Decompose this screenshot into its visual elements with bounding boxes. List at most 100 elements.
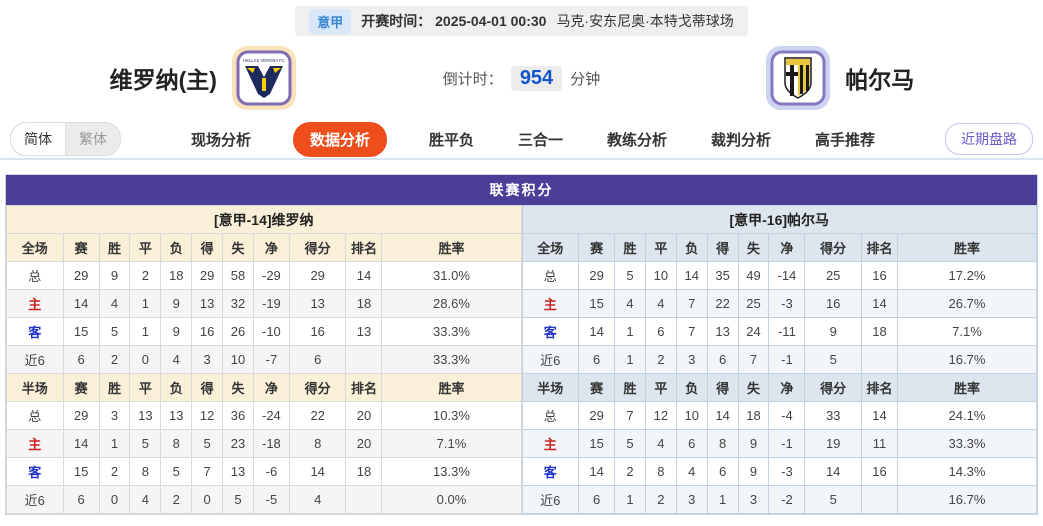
stat-cell: -4 <box>768 401 806 430</box>
stat-cell: 6 <box>644 317 677 346</box>
svg-text:HELLAS VERONA FC: HELLAS VERONA FC <box>243 58 284 63</box>
stat-cell: 29 <box>288 261 347 290</box>
stat-cell: 4 <box>675 457 708 486</box>
home-half-column-header-row: 半场赛胜平负得失净得分 排名 胜率 <box>6 373 522 402</box>
col-header-3: 负 <box>675 373 708 402</box>
stat-cell: -2 <box>768 485 806 514</box>
stat-cell: 36 <box>222 401 254 430</box>
stat-cell: 13 <box>345 317 383 346</box>
row-label-total: 总 <box>6 401 64 430</box>
stat-cell: 14 <box>860 289 898 318</box>
stat-cell: 4 <box>98 289 131 318</box>
stat-cell: 8 <box>288 429 347 458</box>
col-header-8: 排名 <box>345 373 383 402</box>
nav-tab-5[interactable]: 裁判分析 <box>711 131 772 149</box>
col-header-5: 失 <box>737 233 770 262</box>
home-half-row-away: 客 15 2 8 5 7 13 -6 14 18 13.3% <box>6 457 522 486</box>
stat-cell: 13 <box>222 457 254 486</box>
away-full-row-away: 客 14 1 6 7 13 24 -11 9 18 7.1% <box>521 317 1038 346</box>
stat-cell: 17.2% <box>896 261 1038 290</box>
stat-cell: 9 <box>737 429 770 458</box>
stat-cell: 25 <box>804 261 862 290</box>
row-label-home: 主 <box>6 289 64 318</box>
row-label-away: 客 <box>6 317 64 346</box>
stat-cell: -6 <box>252 457 290 486</box>
nav-tab-4[interactable]: 教练分析 <box>607 131 668 149</box>
away-half-column-header-row: 半场赛胜平负得失净得分 排名 胜率 <box>521 373 1038 402</box>
stat-cell: 4 <box>644 289 677 318</box>
stat-cell: 13 <box>160 401 193 430</box>
away-stats-table: [意甲-16]帕尔马 全场赛胜平负得失净得分 排名 胜率总 29 5 10 14 35 49 -14… <box>521 205 1038 514</box>
away-stats-half: [意甲-16]帕尔马 全场赛胜平负得失净得分 排名 胜率总 29 5 10 14 35 49 -14… <box>521 205 1038 514</box>
away-full-row-home: 主 15 4 4 7 22 25 -3 16 14 26.7% <box>521 289 1038 318</box>
col-header-7: 得分 <box>288 233 347 262</box>
stat-cell: 5 <box>614 261 646 290</box>
stat-cell: 6 <box>675 429 708 458</box>
stat-cell: 29 <box>62 261 100 290</box>
nav-tab-2[interactable]: 胜平负 <box>428 131 474 149</box>
col-header-section: 半场 <box>521 373 580 402</box>
nav-bar: 简体 繁体 现场分析 数据分析 胜平负 三合一 教练分析 裁判分析 高手推荐 近期盘路 <box>0 120 1043 160</box>
stat-cell: 8 <box>160 429 193 458</box>
stat-cell: 5 <box>129 429 162 458</box>
col-header-9: 胜率 <box>896 373 1038 402</box>
row-label-away: 客 <box>521 317 580 346</box>
stat-cell: -11 <box>768 317 806 346</box>
stat-cell: -14 <box>768 261 806 290</box>
home-team-header: [意甲-14]维罗纳 <box>6 205 522 234</box>
stat-cell: 2 <box>98 457 131 486</box>
stat-cell <box>345 485 383 514</box>
stat-cell: -24 <box>252 401 290 430</box>
stat-cell: 20 <box>345 429 383 458</box>
home-half-row-home: 主 14 1 5 8 5 23 -18 8 20 7.1% <box>6 429 522 458</box>
stat-cell: 15 <box>62 317 100 346</box>
stat-cell: 32 <box>222 289 254 318</box>
nav-tab-3[interactable]: 三合一 <box>517 131 563 149</box>
col-header-5: 失 <box>222 373 254 402</box>
stat-cell: 2 <box>644 485 677 514</box>
stat-cell: 1 <box>614 317 646 346</box>
stat-cell: 15 <box>578 289 616 318</box>
stat-cell: 12 <box>191 401 224 430</box>
col-header-3: 负 <box>160 373 193 402</box>
nav-tab-0[interactable]: 现场分析 <box>190 131 251 149</box>
countdown: 倒计时： 954 分钟 <box>407 65 637 91</box>
stat-cell: 14 <box>804 457 862 486</box>
home-full-row-home: 主 14 4 1 9 13 32 -19 13 18 28.6% <box>6 289 522 318</box>
row-label-recent: 近6 <box>521 485 580 514</box>
col-header-0: 赛 <box>62 373 100 402</box>
league-points-card: 联赛积分 [意甲-14]维罗纳 全场赛胜平负得失净得分 排名 胜率总 29 9 2 18 29 5… <box>5 174 1038 515</box>
col-header-8: 排名 <box>860 373 898 402</box>
lang-option-0[interactable]: 简体 <box>11 123 66 155</box>
recent-odds-button[interactable]: 近期盘路 <box>945 123 1033 155</box>
kickoff-time: 开赛时间： 2025-04-01 00:30 <box>361 13 547 29</box>
col-header-3: 负 <box>160 233 193 262</box>
stat-cell: 0 <box>98 485 131 514</box>
home-half-row-total: 总 29 3 13 13 12 36 -24 22 20 10.3% <box>6 401 522 430</box>
nav-tab-1[interactable]: 数据分析 <box>292 121 387 157</box>
row-label-total: 总 <box>521 261 580 290</box>
lang-option-1[interactable]: 繁体 <box>79 131 107 147</box>
nav-tab-6[interactable]: 高手推荐 <box>815 131 876 149</box>
away-half-row-home: 主 15 5 4 6 8 9 -1 19 11 33.3% <box>521 429 1038 458</box>
stat-cell: 5 <box>222 485 254 514</box>
away-half-row-total: 总 29 7 12 10 14 18 -4 33 14 24.1% <box>521 401 1038 430</box>
stat-cell: -3 <box>768 457 806 486</box>
nav-tabs: 现场分析 数据分析 胜平负 三合一 教练分析 裁判分析 高手推荐 <box>121 121 945 157</box>
stat-cell: 16.7% <box>896 345 1038 374</box>
league-badge[interactable]: 意甲 <box>309 8 352 34</box>
stat-cell: 2 <box>160 485 193 514</box>
home-team-logo-icon: HELLAS VERONA FC <box>231 46 296 110</box>
stat-cell: 6 <box>62 485 100 514</box>
away-full-column-header-row: 全场赛胜平负得失净得分 排名 胜率 <box>521 233 1038 262</box>
stat-cell: 7 <box>191 457 224 486</box>
stat-cell: 13 <box>706 317 739 346</box>
away-team-header-row: [意甲-16]帕尔马 <box>521 205 1037 234</box>
col-header-5: 失 <box>737 373 770 402</box>
stat-cell: 4 <box>614 289 646 318</box>
stat-cell: 13 <box>129 401 162 430</box>
stat-cell: 2 <box>98 345 131 374</box>
col-header-section: 全场 <box>6 233 64 262</box>
stat-cell: 10 <box>222 345 254 374</box>
stat-cell: 8 <box>706 429 739 458</box>
